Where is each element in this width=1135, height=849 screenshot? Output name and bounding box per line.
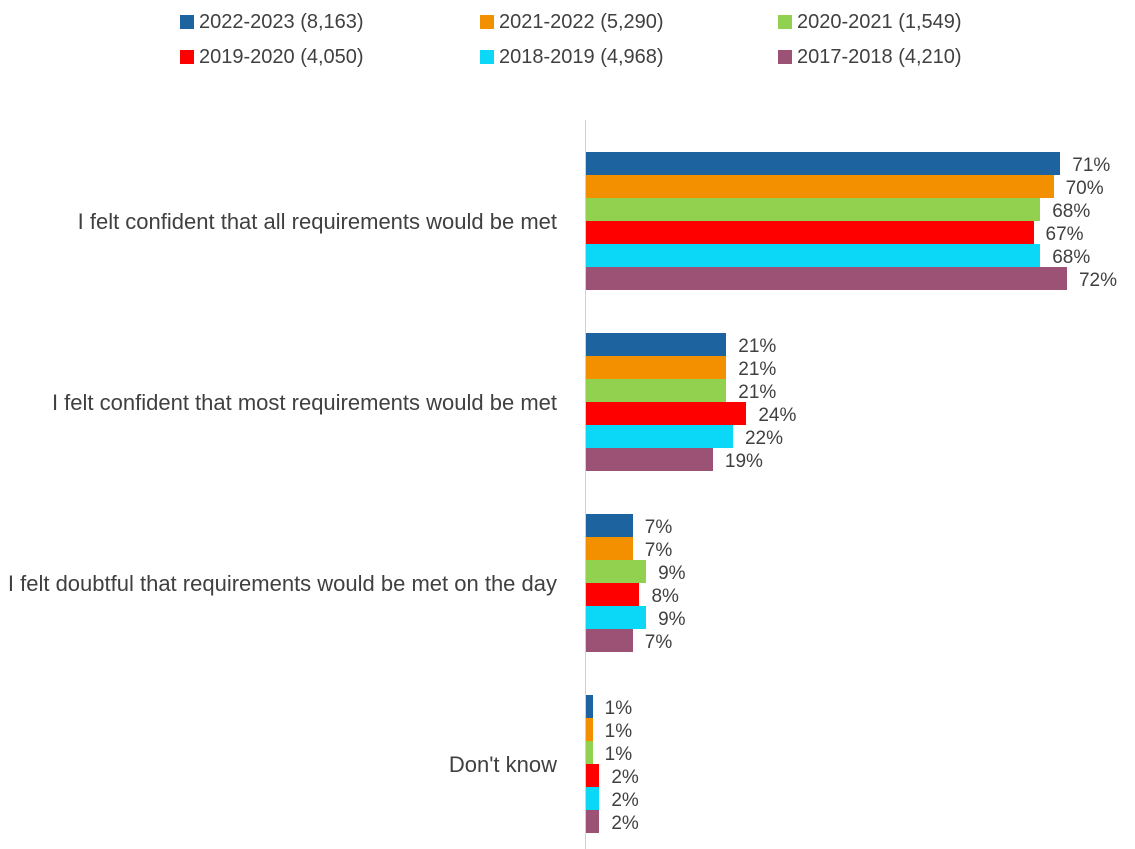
- bar: [586, 356, 727, 379]
- bar: [586, 175, 1054, 198]
- category-label: Don't know: [448, 751, 557, 777]
- axis-line: [585, 120, 586, 849]
- legend-item: 2022-2023 (8,163): [180, 10, 364, 34]
- value-label: 1%: [604, 721, 633, 742]
- value-label: 68%: [1052, 247, 1091, 268]
- bar: [586, 695, 593, 718]
- legend-swatch: [778, 50, 792, 64]
- value-label: 21%: [738, 382, 777, 403]
- bar: [586, 810, 600, 833]
- legend-swatch: [180, 50, 194, 64]
- value-label: 22%: [744, 428, 783, 449]
- legend-label: 2017-2018 (4,210): [797, 45, 962, 68]
- legend-swatch: [480, 15, 494, 29]
- value-label: 8%: [651, 586, 679, 607]
- bar: [586, 741, 593, 764]
- value-label: 71%: [1072, 155, 1111, 176]
- bar: [586, 448, 713, 471]
- bar: [586, 629, 633, 652]
- bar: [586, 787, 600, 810]
- legend-label: 2020-2021 (1,549): [797, 10, 962, 33]
- value-label: 1%: [604, 744, 633, 765]
- bar: [586, 537, 633, 560]
- bar: [586, 514, 633, 537]
- legend-item: 2017-2018 (4,210): [778, 45, 962, 69]
- bar: [586, 221, 1034, 244]
- value-label: 2%: [611, 767, 639, 788]
- value-label: 2%: [611, 790, 639, 811]
- legend-label: 2021-2022 (5,290): [499, 10, 664, 33]
- bar: [586, 764, 600, 787]
- value-label: 1%: [604, 698, 633, 719]
- bar: [586, 718, 593, 741]
- legend-item: 2021-2022 (5,290): [480, 10, 664, 34]
- legend-swatch: [480, 50, 494, 64]
- value-label: 7%: [644, 517, 673, 538]
- bar: [586, 379, 727, 402]
- value-label: 7%: [644, 540, 673, 561]
- value-label: 67%: [1045, 224, 1084, 245]
- bar: [586, 425, 733, 448]
- value-label: 21%: [738, 336, 777, 357]
- legend-label: 2019-2020 (4,050): [199, 45, 364, 68]
- bar: [586, 333, 727, 356]
- category-label: I felt doubtful that requirements would …: [7, 570, 557, 596]
- legend-item: 2019-2020 (4,050): [180, 45, 364, 69]
- bar: [586, 244, 1041, 267]
- legend-item: 2018-2019 (4,968): [480, 45, 664, 69]
- value-label: 68%: [1052, 201, 1091, 222]
- legend-item: 2020-2021 (1,549): [778, 10, 962, 34]
- value-label: 9%: [658, 609, 686, 630]
- category-label: I felt confident that most requirements …: [51, 389, 557, 415]
- legend-label: 2018-2019 (4,968): [499, 45, 664, 68]
- category-label: I felt confident that all requirements w…: [77, 208, 557, 234]
- bar: [586, 198, 1041, 221]
- bar: [586, 267, 1067, 290]
- legend-swatch: [180, 15, 194, 29]
- legend-swatch: [778, 15, 792, 29]
- value-label: 9%: [658, 563, 686, 584]
- value-label: 70%: [1065, 178, 1104, 199]
- bar: [586, 402, 747, 425]
- value-label: 19%: [724, 451, 763, 472]
- value-label: 21%: [738, 359, 777, 380]
- bar: [586, 560, 647, 583]
- value-label: 24%: [758, 405, 797, 426]
- value-label: 7%: [644, 632, 673, 653]
- value-label: 72%: [1078, 270, 1117, 291]
- bar: [586, 606, 647, 629]
- bar: [586, 152, 1061, 175]
- legend-label: 2022-2023 (8,163): [199, 10, 364, 33]
- value-label: 2%: [611, 813, 639, 834]
- bar: [586, 583, 640, 606]
